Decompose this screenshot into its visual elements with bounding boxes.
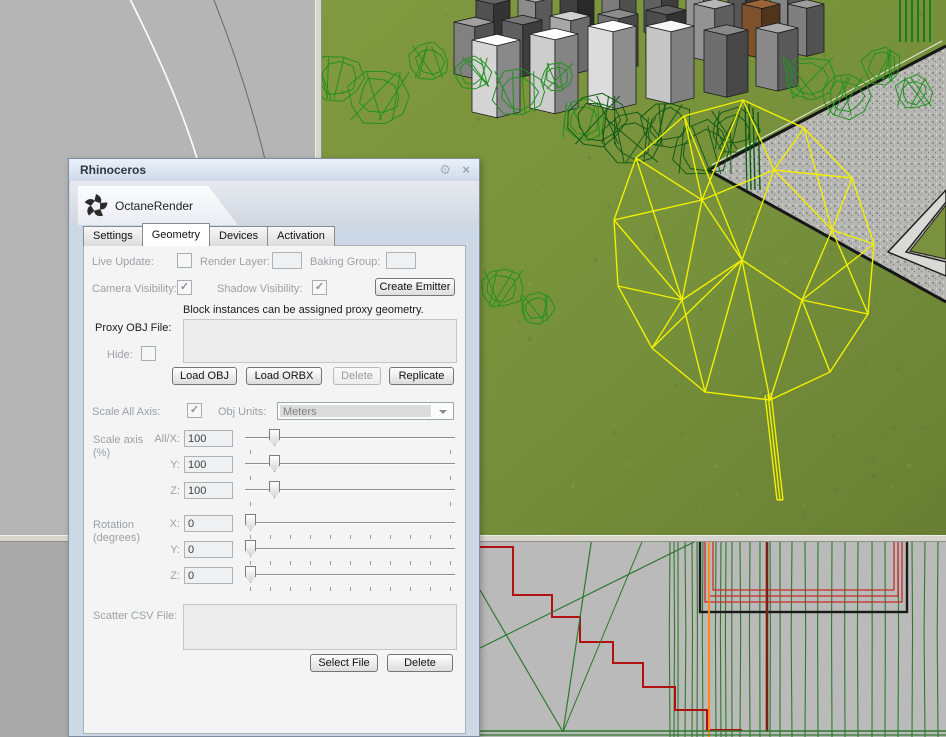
rotation-z-label: Z: bbox=[170, 570, 180, 582]
scale-y-slider[interactable] bbox=[245, 454, 455, 474]
replicate-button[interactable]: Replicate bbox=[389, 367, 454, 385]
camera-visibility-checkbox[interactable]: ✓ bbox=[177, 280, 192, 295]
tree-wireframes bbox=[322, 41, 934, 326]
gear-icon[interactable]: ⚙ bbox=[439, 162, 451, 177]
hide-label: Hide: bbox=[107, 349, 133, 361]
close-icon[interactable]: × bbox=[462, 162, 470, 177]
live-update-label: Live Update: bbox=[92, 256, 154, 268]
tab-strip: Settings Geometry Devices Activation bbox=[83, 223, 335, 246]
rotation-x-label: X: bbox=[169, 518, 180, 530]
tab-settings[interactable]: Settings bbox=[83, 226, 143, 246]
select-file-button[interactable]: Select File bbox=[310, 654, 378, 672]
rotation-y-label: Y: bbox=[170, 544, 180, 556]
delete-proxy-button[interactable]: Delete bbox=[333, 367, 381, 385]
rotation-unit-label: (degrees) bbox=[93, 532, 141, 544]
proxy-obj-file-box[interactable] bbox=[183, 319, 457, 363]
hide-checkbox[interactable] bbox=[141, 346, 156, 361]
scale-allx-label: All/X: bbox=[154, 433, 180, 445]
plugin-name: OctaneRender bbox=[115, 198, 194, 213]
rotation-y-input[interactable] bbox=[184, 541, 233, 558]
scale-z-input[interactable] bbox=[184, 482, 233, 499]
live-update-checkbox[interactable] bbox=[177, 253, 192, 268]
rotation-z-slider[interactable] bbox=[245, 565, 455, 585]
create-emitter-button[interactable]: Create Emitter bbox=[375, 278, 455, 296]
load-obj-button[interactable]: Load OBJ bbox=[172, 367, 237, 385]
scale-all-axis-label: Scale All Axis: bbox=[92, 406, 161, 418]
stone-path bbox=[707, 40, 946, 304]
scale-axis-label: Scale axis bbox=[93, 434, 144, 446]
tab-devices[interactable]: Devices bbox=[209, 226, 269, 246]
obj-units-dropdown[interactable]: Meters bbox=[277, 402, 454, 420]
proxy-obj-file-label: Proxy OBJ File: bbox=[95, 322, 172, 334]
scale-z-label: Z: bbox=[170, 485, 180, 497]
rotation-z-input[interactable] bbox=[184, 567, 233, 584]
scale-allx-slider[interactable] bbox=[245, 428, 455, 448]
rhinoceros-plugin-window: Rhinoceros ⚙ × OctaneRender Settings Geo… bbox=[68, 158, 480, 737]
load-orbx-button[interactable]: Load ORBX bbox=[246, 367, 322, 385]
rotation-x-slider[interactable] bbox=[245, 513, 455, 533]
block-instances-notice: Block instances can be assigned proxy ge… bbox=[183, 304, 424, 316]
octane-logo-icon bbox=[83, 193, 109, 219]
scatter-csv-box[interactable] bbox=[183, 604, 457, 650]
shadow-visibility-checkbox[interactable]: ✓ bbox=[312, 280, 327, 295]
scatter-csv-label: Scatter CSV File: bbox=[93, 610, 178, 622]
tab-activation[interactable]: Activation bbox=[267, 226, 335, 246]
obj-units-value: Meters bbox=[280, 405, 431, 418]
tab-geometry[interactable]: Geometry bbox=[141, 223, 211, 246]
building-blocks bbox=[453, 0, 825, 119]
octane-render-tab[interactable]: OctaneRender bbox=[78, 186, 238, 225]
window-titlebar[interactable]: Rhinoceros ⚙ × bbox=[69, 159, 479, 182]
geometry-tab-panel: Live Update: Render Layer: Baking Group:… bbox=[83, 245, 466, 734]
render-layer-input[interactable] bbox=[272, 252, 302, 269]
shadow-visibility-label: Shadow Visibility: bbox=[217, 283, 303, 295]
scale-axis-unit-label: (%) bbox=[93, 447, 111, 459]
window-title: Rhinoceros bbox=[80, 163, 147, 177]
baking-group-input[interactable] bbox=[386, 252, 416, 269]
baking-group-label: Baking Group: bbox=[310, 256, 381, 268]
rotation-x-input[interactable] bbox=[184, 515, 233, 532]
scale-z-slider[interactable] bbox=[245, 480, 455, 500]
delete-file-button[interactable]: Delete bbox=[387, 654, 453, 672]
selected-tree-wireframe bbox=[613, 99, 875, 501]
camera-visibility-label: Camera Visibility: bbox=[92, 283, 177, 295]
plugin-tab-row: OctaneRender bbox=[70, 181, 479, 225]
render-layer-label: Render Layer: bbox=[200, 256, 270, 268]
rotation-y-slider[interactable] bbox=[245, 539, 455, 559]
stairs-outline bbox=[480, 546, 742, 731]
top-view-curves bbox=[129, 0, 269, 173]
scale-allx-input[interactable] bbox=[184, 430, 233, 447]
scale-y-input[interactable] bbox=[184, 456, 233, 473]
rotation-label: Rotation bbox=[93, 519, 134, 531]
scale-y-label: Y: bbox=[170, 459, 180, 471]
obj-units-label: Obj Units: bbox=[218, 406, 267, 418]
scale-all-axis-checkbox[interactable]: ✓ bbox=[187, 403, 202, 418]
chevron-down-icon bbox=[439, 410, 447, 414]
